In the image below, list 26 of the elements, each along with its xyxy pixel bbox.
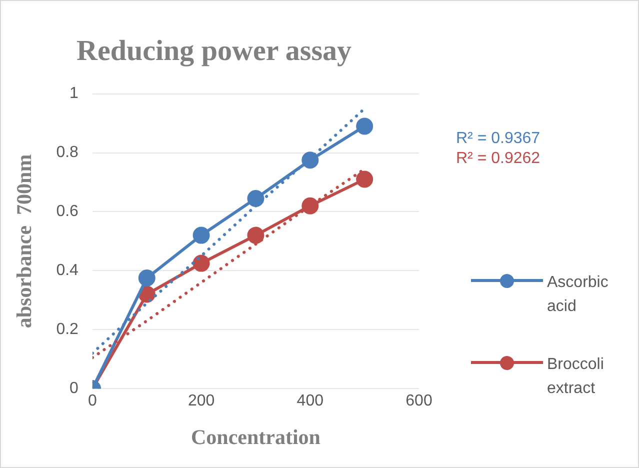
point [302,197,319,214]
legend-label: Ascorbic acid [547,273,610,317]
y-tick-label: 0.8 [56,144,79,162]
point [356,118,374,135]
point [192,254,210,272]
point [247,226,264,244]
point [247,190,264,207]
y-tick-label: 1 [70,85,79,102]
point [356,170,374,188]
y-axis-title: absorbance 700nm [12,154,36,328]
x-tick-label: 400 [296,392,324,410]
x-tick-label: 0 [88,392,97,410]
y-tick-label: 0.6 [56,203,79,220]
point [138,270,156,287]
y-tick-label: 0 [70,380,79,398]
legend-label: Broccoli extract [547,355,605,399]
y-tick-label: 0.4 [56,262,79,280]
x-axis-title: Concentration [190,424,321,449]
point [302,152,319,169]
x-tick-label: 200 [188,392,215,410]
text: R² = 0.9262 [456,149,540,169]
text: R² = 0.9367 [456,129,540,149]
point [192,226,210,244]
x-tick-label: 600 [406,392,432,410]
chart-title: Reducing power assay [76,34,352,67]
y-tick-label: 0.2 [56,321,79,338]
